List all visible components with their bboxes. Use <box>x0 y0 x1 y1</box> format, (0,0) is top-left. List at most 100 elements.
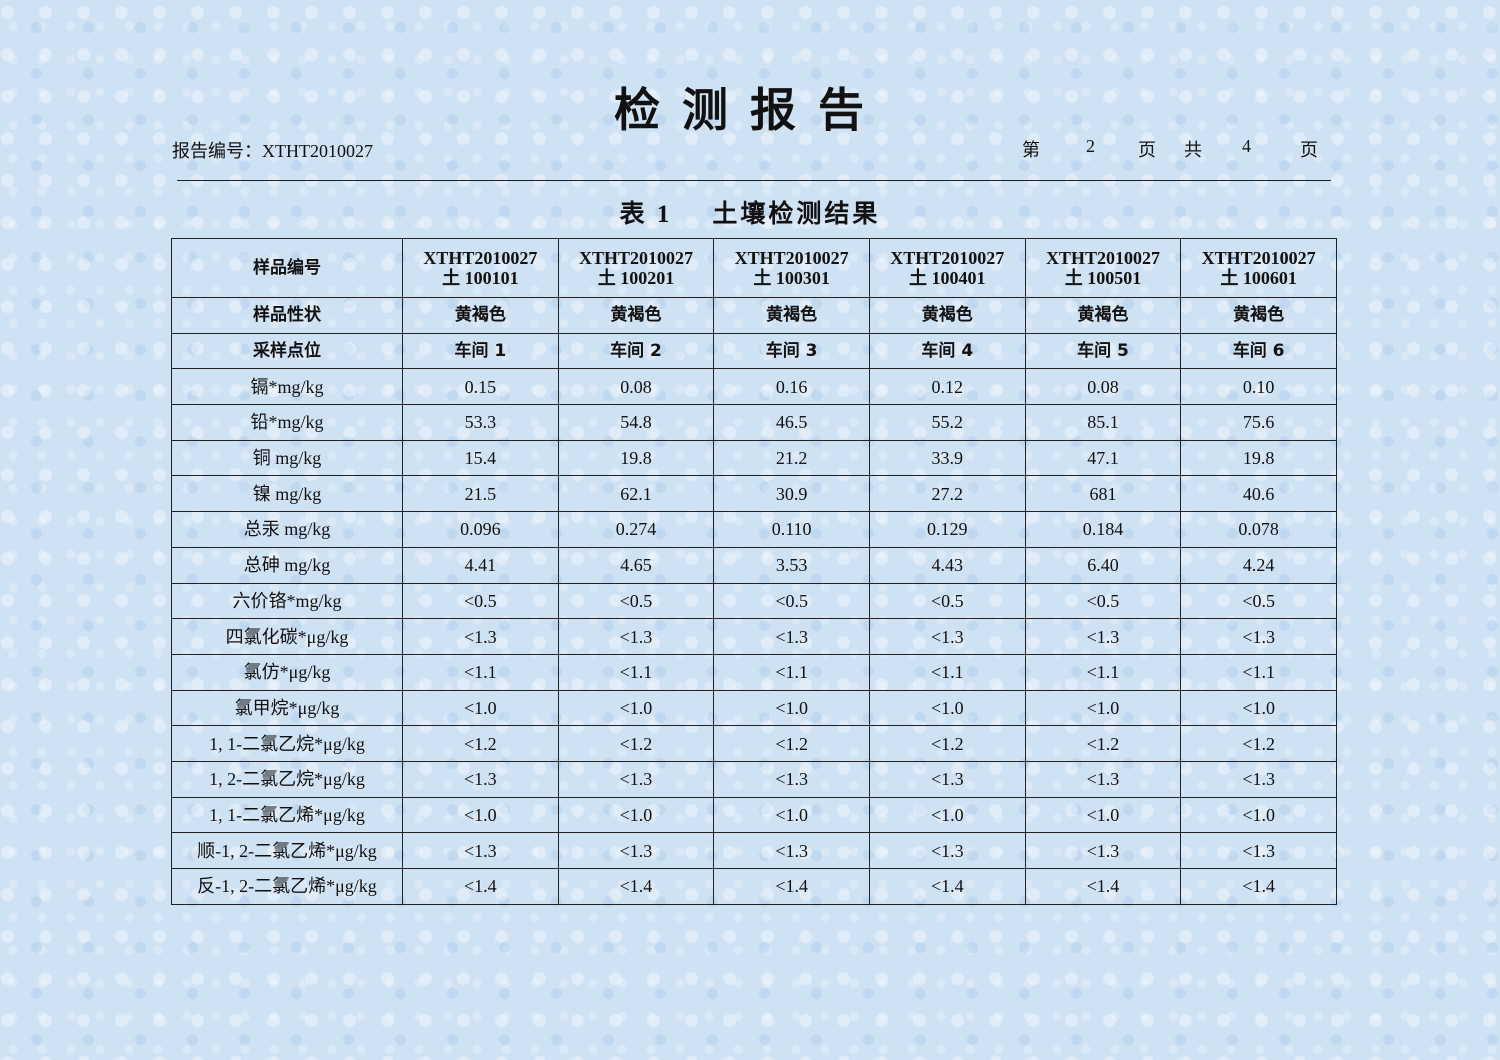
result-cell: <0.5 <box>402 582 559 620</box>
result-cell: 40.6 <box>1180 475 1337 513</box>
sample-id-line1: XTHT2010027 <box>734 248 849 268</box>
analyte-label: 六价铬*mg/kg <box>171 582 403 620</box>
result-cell: <1.0 <box>713 796 870 834</box>
property-cell: 黄褐色 <box>713 297 870 334</box>
page-number: 2 <box>1086 136 1095 156</box>
analyte-label: 顺-1, 2-二氯乙烯*μg/kg <box>171 832 403 869</box>
table-row: 1, 1-二氯乙烯*μg/kg <1.0 <1.0 <1.0 <1.0 <1.0 <1.0 <box>171 796 1337 834</box>
table-row: 氯仿*μg/kg <1.1 <1.1 <1.1 <1.1 <1.1 <1.1 <box>171 653 1337 691</box>
result-cell: <1.3 <box>402 832 559 869</box>
result-cell: <1.3 <box>557 832 715 869</box>
result-cell: <0.5 <box>557 582 715 620</box>
result-cell: 0.110 <box>713 511 870 548</box>
result-cell: 0.08 <box>557 368 715 406</box>
result-cell: 62.1 <box>557 475 715 513</box>
analyte-label: 氯仿*μg/kg <box>171 653 403 691</box>
report-title: 检测报告 <box>614 83 886 137</box>
page-unit: 页 <box>1138 140 1156 160</box>
result-cell: <1.1 <box>402 653 559 691</box>
property-row: 样品性状 黄褐色 黄褐色 黄褐色 黄褐色 黄褐色 黄褐色 <box>171 297 1337 334</box>
sample-id-cell: XTHT2010027 土 100601 <box>1180 238 1337 298</box>
result-cell: <1.0 <box>402 796 559 834</box>
analyte-label: 1, 1-二氯乙烯*μg/kg <box>171 796 403 834</box>
page-info: 第 2 页 共 4 页 <box>1022 136 1318 162</box>
sample-id-line2: 土 100101 <box>442 268 519 288</box>
location-row: 采样点位 车间 1 车间 2 车间 3 车间 4 车间 5 车间 6 <box>171 332 1337 370</box>
table-row: 总砷 mg/kg 4.41 4.65 3.53 4.43 6.40 4.24 <box>171 546 1337 584</box>
result-cell: 21.5 <box>402 475 559 513</box>
table-row: 1, 2-二氯乙烷*μg/kg <1.3 <1.3 <1.3 <1.3 <1.3 <1.3 <box>171 760 1337 798</box>
location-cell: 车间 3 <box>713 332 870 370</box>
analyte-label: 镉*mg/kg <box>171 368 403 406</box>
result-cell: 19.8 <box>557 439 715 477</box>
result-cell: <1.3 <box>868 618 1026 655</box>
analyte-label: 1, 2-二氯乙烷*μg/kg <box>171 760 403 798</box>
table-caption: 表 1 土壤检测结果 <box>0 194 1500 230</box>
result-cell: 0.15 <box>402 368 559 406</box>
result-cell: <1.1 <box>713 653 870 691</box>
total-pages: 4 <box>1242 136 1251 156</box>
analyte-label: 反-1, 2-二氯乙烯*μg/kg <box>171 868 403 905</box>
property-cell: 黄褐色 <box>1024 297 1182 334</box>
result-cell: <1.2 <box>868 725 1026 762</box>
sample-id-cell: XTHT2010027 土 100501 <box>1024 238 1182 298</box>
sample-id-line2: 土 100601 <box>1220 268 1297 288</box>
table-row: 1, 1-二氯乙烷*μg/kg <1.2 <1.2 <1.2 <1.2 <1.2 <1.2 <box>171 725 1337 762</box>
result-cell: 0.16 <box>713 368 870 406</box>
result-cell: <0.5 <box>1180 582 1337 620</box>
result-cell: <1.3 <box>1180 618 1337 655</box>
result-cell: <1.3 <box>1024 832 1182 869</box>
result-cell: <1.0 <box>402 689 559 727</box>
result-cell: <1.3 <box>402 618 559 655</box>
result-cell: <1.2 <box>713 725 870 762</box>
report-number-value: XTHT2010027 <box>262 141 373 161</box>
sample-id-line1: XTHT2010027 <box>423 248 538 268</box>
result-cell: 85.1 <box>1024 404 1182 441</box>
result-cell: <1.2 <box>557 725 715 762</box>
result-cell: 4.24 <box>1180 546 1337 584</box>
sample-id-line1: XTHT2010027 <box>578 248 693 268</box>
sample-id-line1: XTHT2010027 <box>1045 248 1160 268</box>
result-cell: 75.6 <box>1180 404 1337 441</box>
result-cell: 4.43 <box>868 546 1026 584</box>
report-number-label: 报告编号： <box>172 141 262 161</box>
result-cell: <1.3 <box>557 760 715 798</box>
analyte-label: 镍 mg/kg <box>171 475 403 513</box>
result-cell: <1.3 <box>1024 760 1182 798</box>
result-cell: <1.0 <box>713 689 870 727</box>
result-cell: <1.4 <box>402 868 559 905</box>
result-cell: <1.3 <box>713 832 870 869</box>
result-cell: 0.10 <box>1180 368 1337 406</box>
result-cell: 6.40 <box>1024 546 1182 584</box>
sample-id-label: 样品编号 <box>171 238 403 298</box>
result-cell: 30.9 <box>713 475 870 513</box>
result-cell: <0.5 <box>868 582 1026 620</box>
result-cell: <1.4 <box>557 868 715 905</box>
sample-id-cell: XTHT2010027 土 100101 <box>402 238 559 298</box>
result-cell: 0.12 <box>868 368 1026 406</box>
result-cell: <1.2 <box>1024 725 1182 762</box>
sample-id-line2: 土 100301 <box>753 268 830 288</box>
result-cell: 0.096 <box>402 511 559 548</box>
analyte-label: 四氯化碳*μg/kg <box>171 618 403 655</box>
table-row: 铜 mg/kg 15.4 19.8 21.2 33.9 47.1 19.8 <box>171 439 1337 477</box>
result-cell: 0.184 <box>1024 511 1182 548</box>
result-cell: 4.65 <box>557 546 715 584</box>
result-cell: <1.3 <box>713 760 870 798</box>
result-cell: <1.3 <box>402 760 559 798</box>
result-cell: <1.1 <box>1024 653 1182 691</box>
result-cell: <1.1 <box>557 653 715 691</box>
result-cell: <1.0 <box>557 796 715 834</box>
result-cell: <1.0 <box>868 796 1026 834</box>
analyte-label: 铜 mg/kg <box>171 439 403 477</box>
result-cell: 15.4 <box>402 439 559 477</box>
sample-id-line2: 土 100201 <box>597 268 675 288</box>
result-cell: <1.1 <box>1180 653 1337 691</box>
result-cell: <1.1 <box>868 653 1026 691</box>
table-row: 总汞 mg/kg 0.096 0.274 0.110 0.129 0.184 0.078 <box>171 511 1337 548</box>
result-cell: <1.4 <box>1180 868 1337 905</box>
table-row: 铅*mg/kg 53.3 54.8 46.5 55.2 85.1 75.6 <box>171 404 1337 441</box>
result-cell: <1.0 <box>1180 689 1337 727</box>
sample-id-row: 样品编号 XTHT2010027 土 100101 XTHT2010027 土 1002… <box>171 238 1337 298</box>
result-cell: <0.5 <box>713 582 870 620</box>
